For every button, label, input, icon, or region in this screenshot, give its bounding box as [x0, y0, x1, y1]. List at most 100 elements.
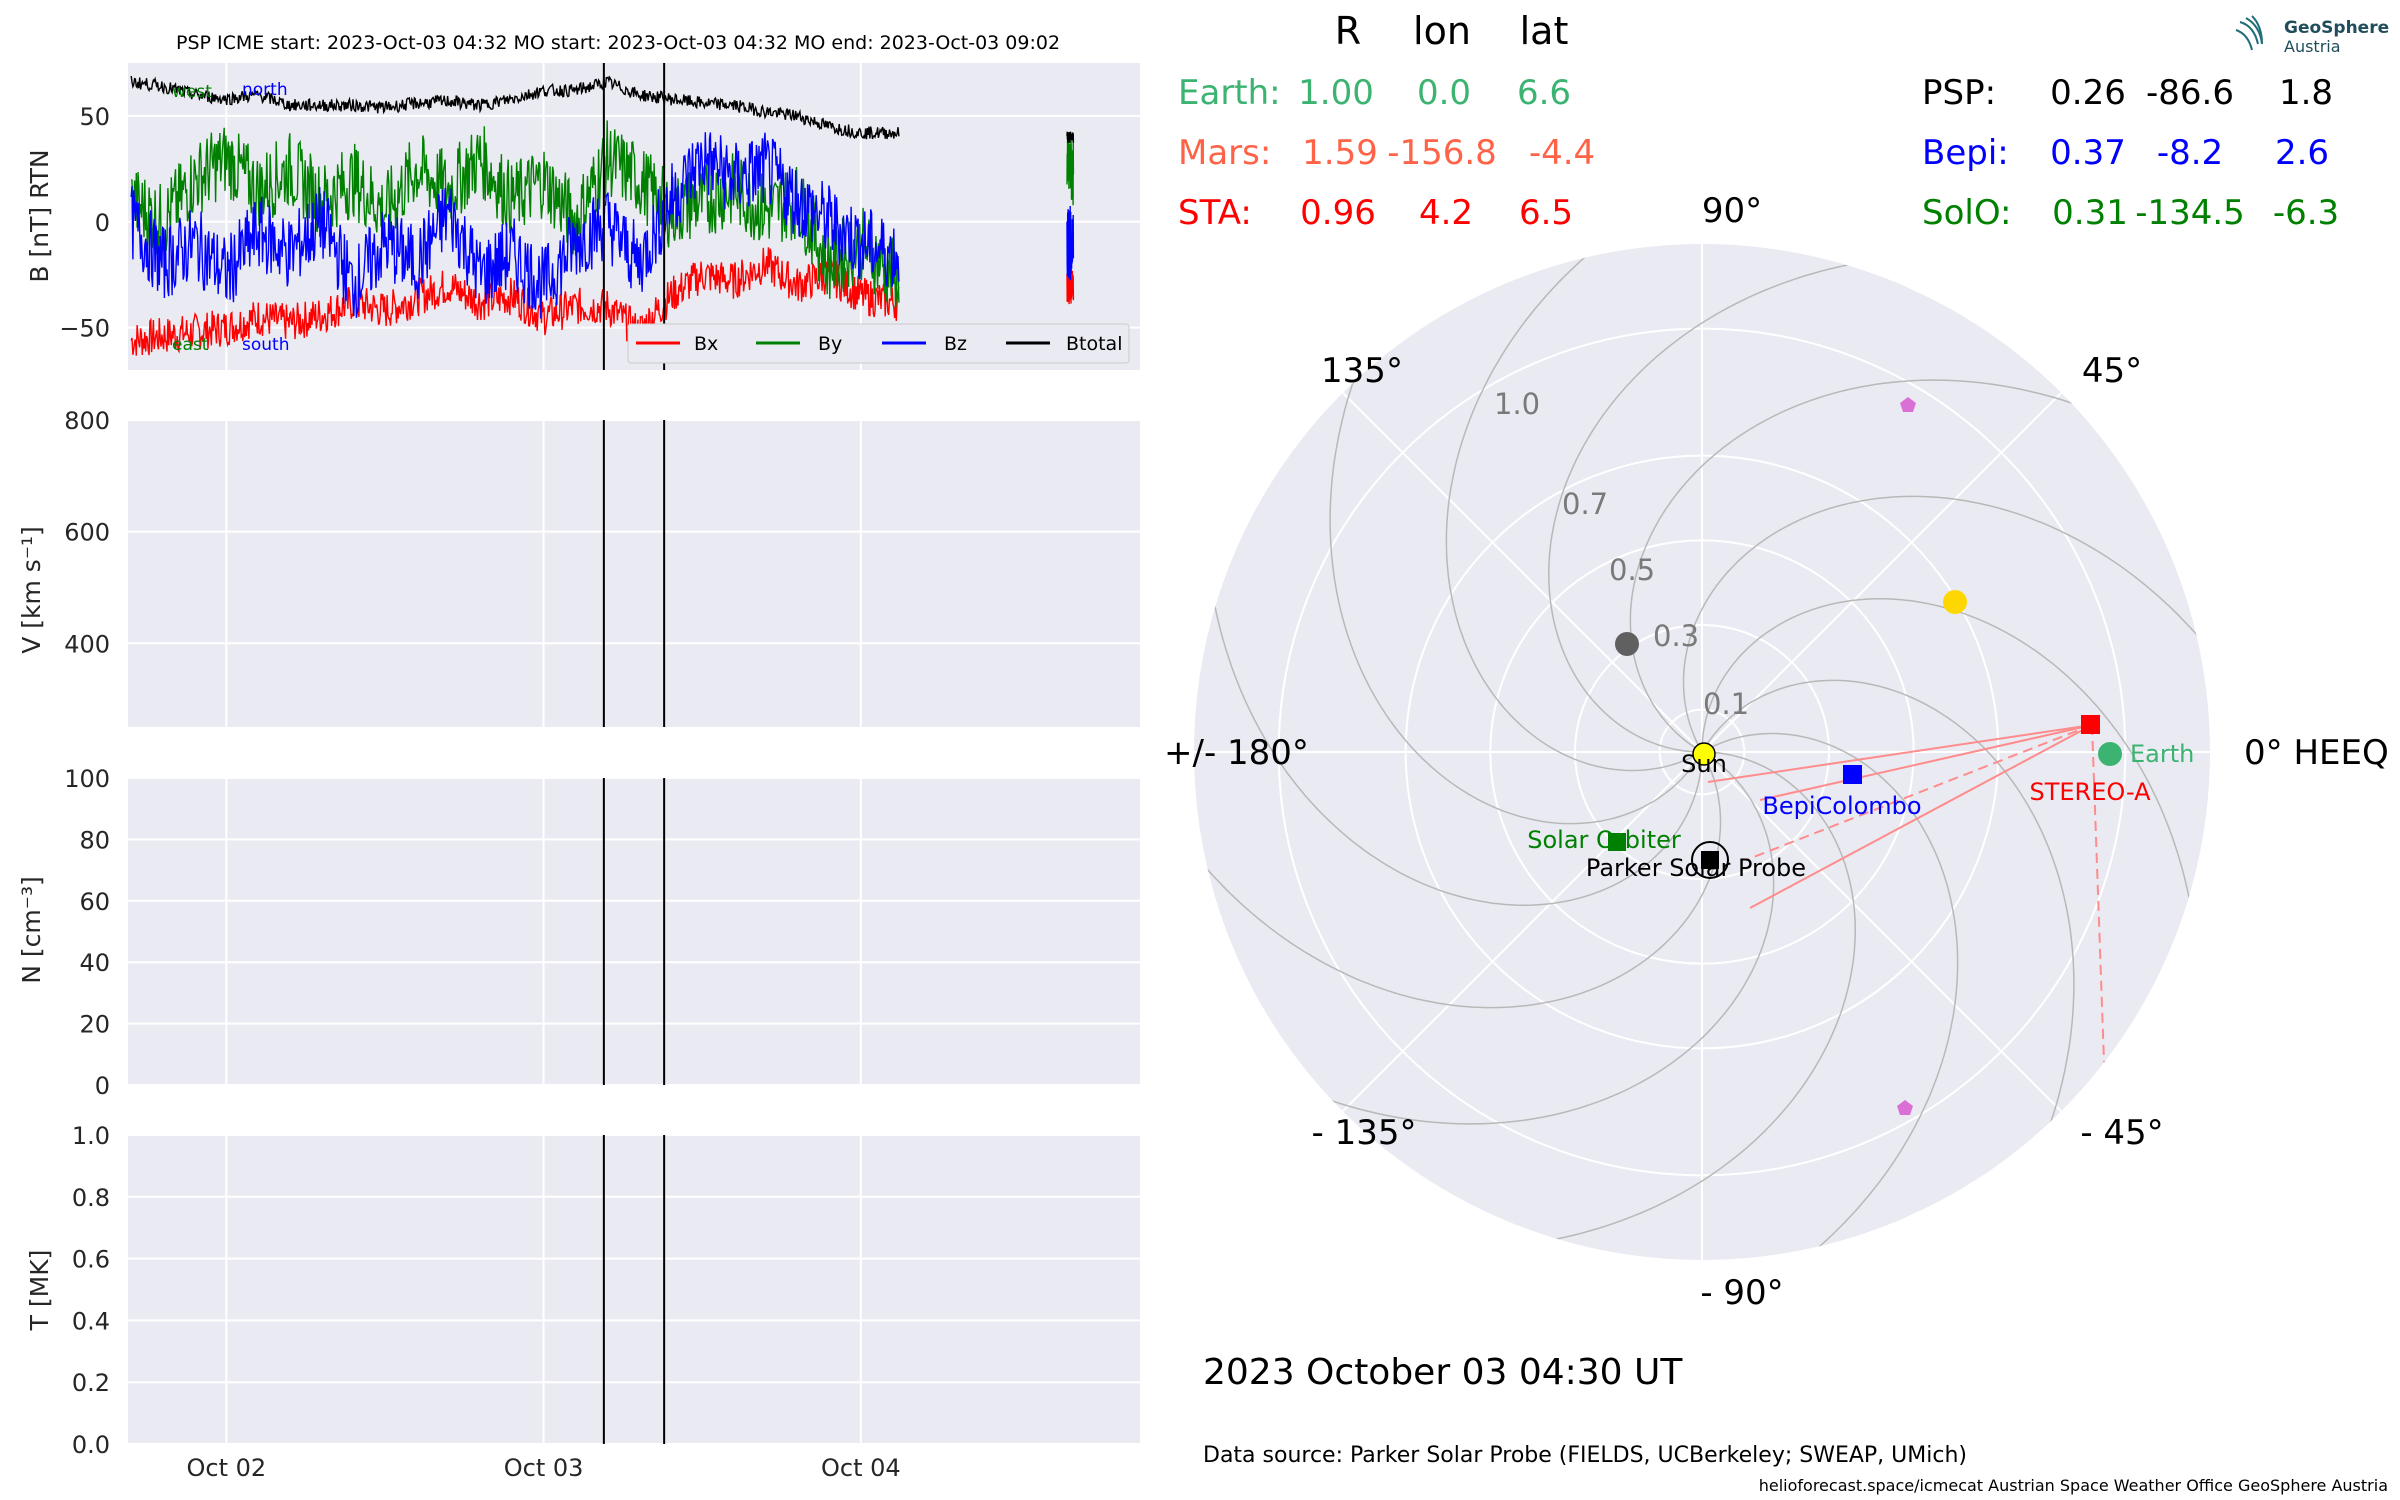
panel-density-markers	[602, 778, 666, 1085]
row-bepi: Bepi: 0.37 -8.2 2.6	[1922, 133, 2329, 173]
solar-orbiter-marker	[1608, 833, 1626, 851]
body-earth: Earth	[2098, 740, 2194, 768]
angular-spoke	[1701, 751, 2062, 1112]
earth-label: Earth:	[1178, 73, 1281, 113]
polar-radial-labels: 0.10.3 0.50.7 1.0	[1494, 387, 1749, 721]
chart-title: PSP ICME start: 2023-Oct-03 04:32 MO sta…	[176, 32, 1060, 54]
radial-label: 0.1	[1703, 687, 1749, 721]
panel-density-ylabel: N [cm⁻³]	[17, 876, 46, 983]
row-sta: STA: 0.96 4.2 6.5	[1178, 193, 1573, 233]
ytick-label: 20	[79, 1011, 110, 1039]
bepicolombo-label: BepiColombo	[1762, 792, 1921, 820]
radial-label: 0.7	[1562, 487, 1608, 521]
parker-spirals	[1194, 244, 2210, 1260]
solar-orbiter-label: Solar Orbiter	[1527, 826, 1681, 854]
psp-lat: 1.8	[2279, 73, 2333, 113]
ytick-label: −50	[59, 315, 110, 343]
sun-marker	[1692, 742, 1716, 766]
ytick-label: 0.6	[72, 1246, 110, 1274]
series-btotal-late	[1066, 131, 1075, 143]
xtick-label: Oct 02	[187, 1454, 267, 1482]
data-source: Data source: Parker Solar Probe (FIELDS,…	[1203, 1443, 1967, 1468]
panel-b-yticks: 50 0 −50	[59, 103, 110, 343]
earth-lat: 6.6	[1517, 73, 1571, 113]
mars-lat: -4.4	[1529, 133, 1595, 173]
legend-label-by: By	[818, 333, 842, 355]
panel-b-field: 500−50 B [nT] RTN west north east south …	[25, 63, 1140, 370]
polar-angle-labels: 90° 45° 0° HEEQ - 45° - 90° - 135° +/- 1…	[1164, 191, 2389, 1313]
angle-label-minus90: - 90°	[1700, 1273, 1783, 1313]
annotation-west: west	[172, 82, 212, 102]
spiral-line	[1208, 571, 1703, 906]
psp-ring	[1691, 841, 1729, 879]
xtick-label: Oct 04	[821, 1454, 901, 1482]
spiral-line	[1548, 258, 1883, 753]
solo-r: 0.31	[2052, 193, 2128, 233]
ytick-label: 0.2	[72, 1369, 110, 1397]
spiral-line	[1629, 379, 2106, 749]
sta-r: 0.96	[1300, 193, 1376, 233]
body-sun: Sun	[1681, 742, 1727, 778]
header-r: R	[1335, 9, 1361, 53]
panel-density-grid	[128, 777, 1140, 1086]
view-line-2	[1749, 724, 2093, 909]
ytick-label: 60	[79, 888, 110, 916]
sta-lon: 4.2	[1419, 193, 1473, 233]
psp-lon: -86.6	[2146, 73, 2234, 113]
angle-label-0: 0° HEEQ	[2244, 733, 2389, 773]
radial-label: 0.3	[1653, 619, 1699, 653]
psp-plot-label: Parker Solar Probe	[1586, 854, 1806, 882]
panel-velocity-background	[128, 420, 1140, 727]
footer-credits: helioforecast.space/icmecat Austrian Spa…	[1759, 1476, 2388, 1495]
ytick-label: 800	[64, 407, 110, 435]
angular-spoke	[1342, 751, 1703, 1112]
earth-marker	[2098, 742, 2122, 766]
earth-plot-label: Earth	[2130, 740, 2194, 768]
panel-temperature-background	[128, 1135, 1140, 1444]
panel-b-ylabel: B [nT] RTN	[25, 149, 54, 282]
series-bx	[130, 247, 900, 356]
spiral-line	[1701, 598, 2196, 933]
ytick-label: 100	[64, 765, 110, 793]
sta-label: STA:	[1178, 193, 1252, 233]
spiral-line	[1329, 348, 1699, 825]
panel-velocity-grid	[128, 419, 1140, 727]
l5-marker	[1897, 1100, 1913, 1115]
ytick-label: 400	[64, 630, 110, 658]
row-psp: PSP: 0.26 -86.6 1.8	[1922, 73, 2333, 113]
spiral-line	[1682, 495, 2210, 745]
panel-velocity: 800 600 400 V [km s⁻¹]	[17, 407, 1140, 727]
header-lat: lat	[1520, 9, 1569, 53]
panel-velocity-yticks: 800 600 400	[64, 407, 110, 658]
xtick-label: Oct 03	[504, 1454, 584, 1482]
ytick-label: 0.0	[72, 1431, 110, 1459]
logo-swirl-icon	[2235, 15, 2263, 51]
ytick-label: 80	[79, 826, 110, 854]
view-line-4	[1759, 724, 2093, 801]
angle-label-135: 135°	[1321, 351, 1403, 391]
spiral-line	[1298, 755, 1775, 1125]
annotation-east: east	[172, 335, 209, 355]
ytick-label: 1.0	[72, 1122, 110, 1150]
legend-label-bz: Bz	[944, 333, 967, 355]
psp-r: 0.26	[2050, 73, 2126, 113]
ytick-label: 0	[95, 209, 110, 237]
angle-label-90: 90°	[1702, 191, 1762, 231]
polar-grid	[1194, 244, 2210, 1260]
body-bepicolombo: BepiColombo	[1762, 765, 1922, 820]
spiral-line	[1705, 679, 2075, 1156]
bepicolombo-marker	[1843, 765, 1862, 784]
annotation-north: north	[242, 80, 288, 100]
polar-plot: 0.10.3 0.50.7 1.0 90° 45° 0° HEEQ - 45° - …	[1164, 191, 2389, 1313]
earth-lon: 0.0	[1417, 73, 1471, 113]
panel-density-yticks: 100 80 60 40 20 0	[64, 765, 110, 1100]
angular-spoke	[1342, 392, 1703, 753]
panel-temperature-grid	[128, 1134, 1140, 1445]
l4-marker	[1900, 397, 1916, 412]
bepi-lat: 2.6	[2275, 133, 2329, 173]
legend-frame	[627, 323, 1130, 364]
geosphere-logo: GeoSphere Austria	[2235, 15, 2389, 56]
logo-name: GeoSphere	[2284, 18, 2389, 38]
psp-label: PSP:	[1922, 73, 1996, 113]
row-mars: Mars: 1.59 -156.8 -4.4	[1178, 133, 1595, 173]
